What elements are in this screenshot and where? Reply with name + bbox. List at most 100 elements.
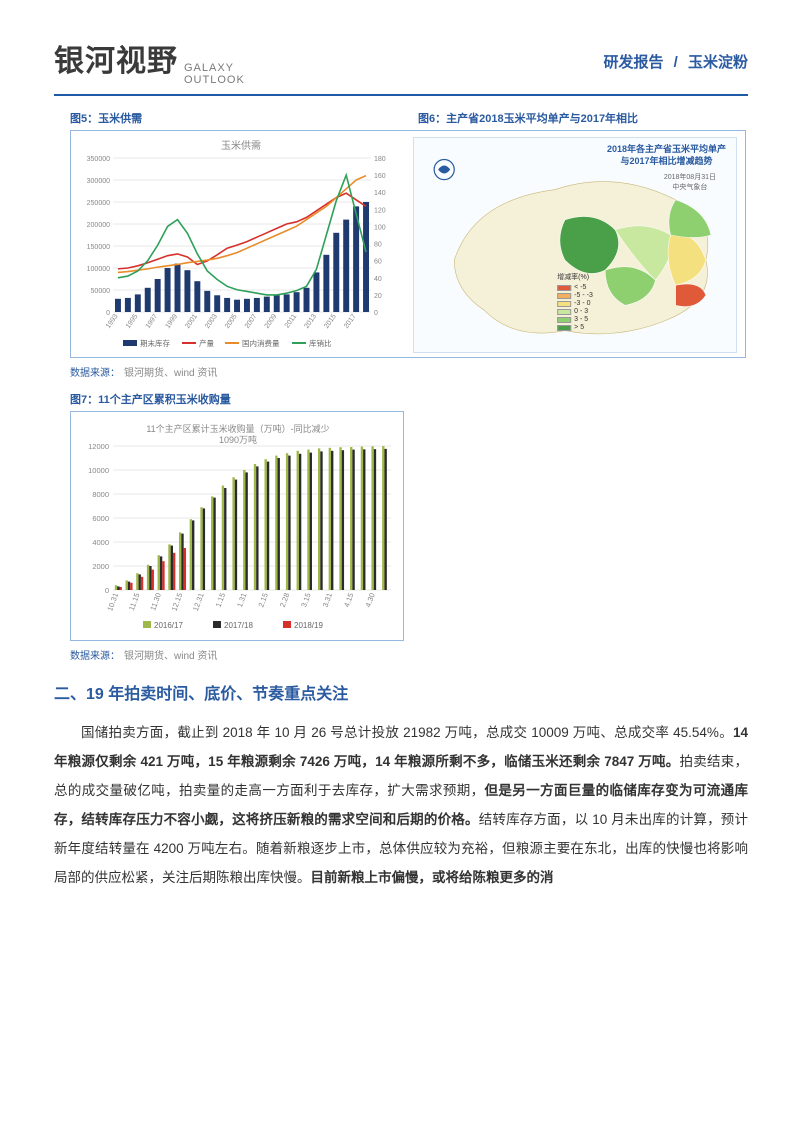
fig5-chart: 玉米供需 05000010000015000020000025000030000… [79,137,403,353]
svg-text:产量: 产量 [199,338,214,348]
header-right: 研发报告 / 玉米淀粉 [603,51,748,72]
svg-text:2017: 2017 [343,313,358,330]
body-bold-f: 目前新粮上市偏慢，或将给陈粮更多的消 [311,870,554,885]
svg-text:50000: 50000 [91,288,111,295]
fig5-svg: 0 50000 100000 150000 200000 250000 300000 3500… [79,154,399,354]
svg-text:180: 180 [374,156,386,163]
fig6-map: 2018年各主产省玉米平均单产 与2017年相比增减趋势 2018年08月31日… [413,137,737,353]
svg-text:40: 40 [374,276,382,283]
svg-text:300000: 300000 [87,178,110,185]
map-legend-row: -5 - -3 [557,292,593,299]
svg-text:2018/19: 2018/19 [294,621,323,630]
map-legend-text: -3 - 0 [574,300,590,307]
map-legend-text: 0 - 3 [574,308,588,315]
map-legend-swatch [557,325,571,331]
svg-text:国内消费量: 国内消费量 [242,338,280,348]
svg-text:1090万吨: 1090万吨 [219,434,257,445]
svg-text:10000: 10000 [88,466,109,475]
svg-text:2.15: 2.15 [256,592,269,609]
map-legend-text: 3 - 5 [574,316,588,323]
svg-text:2007: 2007 [244,313,259,330]
logo: 银河视野 GALAXY OUTLOOK [54,36,245,86]
svg-text:100000: 100000 [87,266,110,273]
svg-text:3.31: 3.31 [321,592,334,609]
map-title: 2018年各主产省玉米平均单产 与2017年相比增减趋势 [607,144,726,167]
svg-text:350000: 350000 [87,156,110,163]
svg-text:4000: 4000 [92,538,109,547]
svg-text:库销比: 库销比 [309,338,332,348]
svg-text:期末库存: 期末库存 [140,338,170,348]
svg-text:11个主产区累计玉米收购量（万吨）-同比减少: 11个主产区累计玉米收购量（万吨）-同比减少 [146,423,329,434]
svg-text:2.28: 2.28 [278,592,291,609]
svg-text:4.15: 4.15 [342,592,355,609]
svg-text:2000: 2000 [92,562,109,571]
fig7-chart-frame: 11个主产区累计玉米收购量（万吨）-同比减少1090万吨020004000600… [70,411,404,641]
svg-text:2011: 2011 [284,313,298,329]
svg-text:120: 120 [374,208,386,215]
map-date: 2018年08月31日 中央气象台 [664,172,716,192]
svg-text:80: 80 [374,242,382,249]
svg-text:0: 0 [106,310,110,317]
svg-text:140: 140 [374,190,386,197]
svg-text:2017/18: 2017/18 [224,621,253,630]
source-2: 数据来源：银河期货、wind 资讯 [70,647,748,662]
svg-text:2003: 2003 [204,313,219,330]
report-type: 研发报告 [603,54,663,71]
svg-text:0: 0 [374,310,378,317]
svg-text:1.31: 1.31 [235,592,248,609]
fig7-label: 图7：11个主产区累积玉米收购量 [70,391,748,407]
map-legend-text: -5 - -3 [574,292,593,299]
fig7-svg: 11个主产区累计玉米收购量（万吨）-同比减少1090万吨020004000600… [79,420,397,634]
svg-text:60: 60 [374,259,382,266]
map-legend-row: 0 - 3 [557,308,593,315]
map-legend-text: > 5 [574,324,584,331]
svg-text:11.30: 11.30 [148,592,163,612]
svg-text:2016/17: 2016/17 [154,621,183,630]
svg-text:2013: 2013 [303,313,318,330]
fig5-label: 图5：玉米供需 [70,110,400,126]
map-legend-swatch [557,285,571,291]
map-legend-row: < -5 [557,284,593,291]
separator: / [674,54,678,71]
svg-text:3.15: 3.15 [299,592,312,609]
svg-text:150000: 150000 [87,244,110,251]
map-legend-row: > 5 [557,324,593,331]
logo-cn: 银河视野 [54,36,178,80]
body-paragraph: 国储拍卖方面，截止到 2018 年 10 月 26 号总计投放 21982 万吨… [54,718,748,892]
svg-text:12.15: 12.15 [169,592,184,613]
svg-text:1997: 1997 [145,313,160,330]
svg-text:20: 20 [374,293,382,300]
svg-text:250000: 250000 [87,200,110,207]
svg-text:2001: 2001 [184,313,199,330]
svg-text:1999: 1999 [164,313,179,330]
svg-text:2015: 2015 [323,313,338,330]
map-legend-swatch [557,309,571,315]
logo-en: GALAXY OUTLOOK [184,62,245,86]
svg-text:1.15: 1.15 [214,592,227,609]
svg-text:4.30: 4.30 [363,592,376,609]
svg-text:12000: 12000 [88,442,109,451]
report-subject: 玉米淀粉 [688,54,748,71]
map-legend-swatch [557,301,571,307]
svg-text:100: 100 [374,225,386,232]
body-span-a: 国储拍卖方面，截止到 2018 年 10 月 26 号总计投放 21982 万吨… [81,725,733,740]
svg-text:11.15: 11.15 [127,592,142,612]
map-legend-swatch [557,293,571,299]
svg-text:8000: 8000 [92,490,109,499]
figure-labels-row-1: 图5：玉米供需 图6：主产省2018玉米平均单产与2017年相比 [70,110,748,130]
map-legend-row: 3 - 5 [557,316,593,323]
map-legend-swatch [557,317,571,323]
svg-text:2009: 2009 [264,313,279,330]
svg-text:1995: 1995 [125,313,140,330]
svg-text:0: 0 [105,586,109,595]
svg-text:200000: 200000 [87,222,110,229]
map-legend: 增减率(%) < -5-5 - -3-3 - 00 - 33 - 5> 5 [557,272,593,332]
map-legend-row: -3 - 0 [557,300,593,307]
section-2-heading: 二、19 年拍卖时间、底价、节奏重点关注 [54,680,748,704]
page-header: 银河视野 GALAXY OUTLOOK 研发报告 / 玉米淀粉 [54,36,748,96]
svg-text:12.31: 12.31 [191,592,206,613]
map-legend-title: 增减率(%) [557,272,593,282]
source-1: 数据来源：银河期货、wind 资讯 [70,364,748,379]
svg-text:2005: 2005 [224,313,239,330]
map-legend-text: < -5 [574,284,586,291]
